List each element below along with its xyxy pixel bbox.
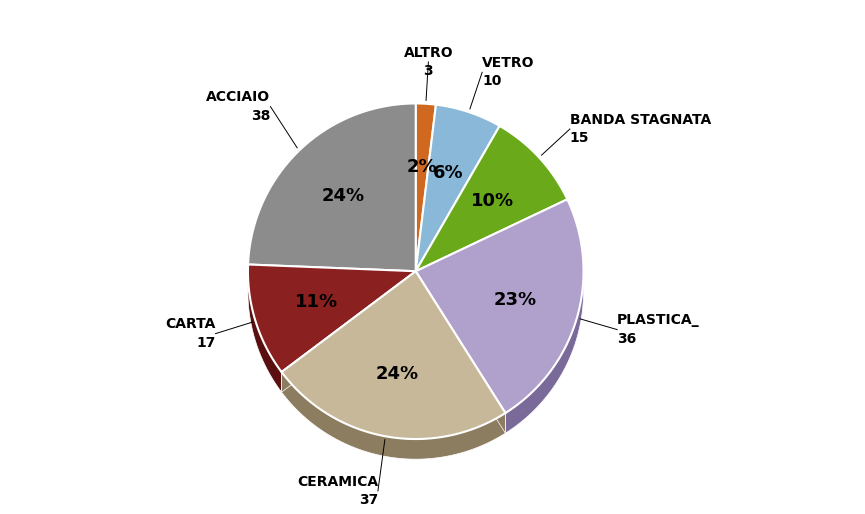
Polygon shape xyxy=(416,126,567,271)
Text: ACCIAIO
38: ACCIAIO 38 xyxy=(207,90,271,123)
Polygon shape xyxy=(505,271,584,433)
Polygon shape xyxy=(416,271,505,433)
Text: 24%: 24% xyxy=(375,364,419,382)
Polygon shape xyxy=(282,372,505,459)
Text: CARTA
17: CARTA 17 xyxy=(165,318,215,350)
Text: PLASTICA_
36: PLASTICA_ 36 xyxy=(617,314,700,346)
Polygon shape xyxy=(282,271,416,392)
Polygon shape xyxy=(248,103,416,271)
Text: 11%: 11% xyxy=(295,293,338,311)
Text: 6%: 6% xyxy=(433,163,464,181)
Polygon shape xyxy=(416,103,436,271)
Text: 23%: 23% xyxy=(494,291,537,309)
Polygon shape xyxy=(282,271,505,439)
Polygon shape xyxy=(248,265,416,372)
Text: 10%: 10% xyxy=(471,192,514,210)
Text: BANDA STAGNATA
15: BANDA STAGNATA 15 xyxy=(570,113,711,145)
Text: ALTRO
3: ALTRO 3 xyxy=(404,46,453,78)
Polygon shape xyxy=(416,271,505,433)
Polygon shape xyxy=(416,199,584,413)
Text: CERAMICA
37: CERAMICA 37 xyxy=(297,475,378,507)
Polygon shape xyxy=(416,105,500,271)
Text: 2%: 2% xyxy=(407,158,438,176)
Text: VETRO
10: VETRO 10 xyxy=(482,56,535,88)
Polygon shape xyxy=(248,271,282,392)
Polygon shape xyxy=(282,271,416,392)
Text: 24%: 24% xyxy=(322,187,365,205)
